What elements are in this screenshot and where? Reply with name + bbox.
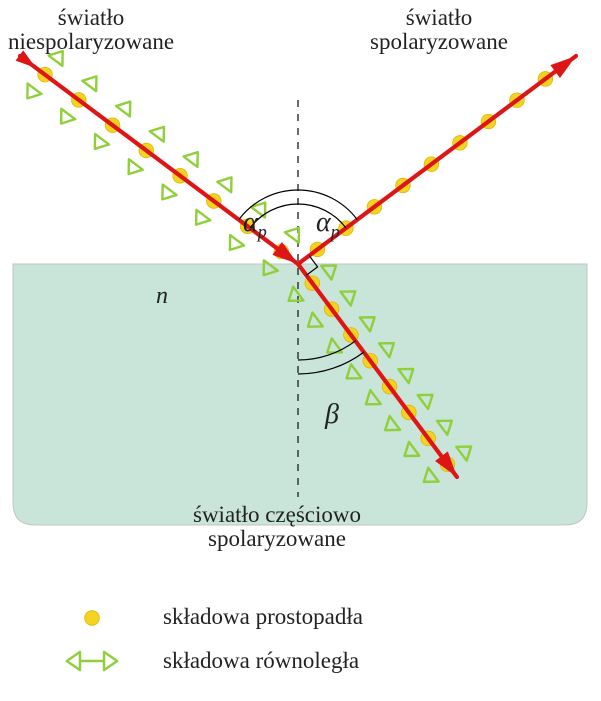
diagram-svg bbox=[0, 0, 601, 701]
diagram-stage: światło niespolaryzowane światło spolary… bbox=[0, 0, 601, 701]
label-reflected: światło spolaryzowane bbox=[370, 6, 508, 54]
legend-para-label: składowa równoległa bbox=[163, 649, 359, 673]
angle-alpha-left: αp bbox=[243, 208, 267, 241]
angle-alpha-right: αp bbox=[316, 208, 340, 241]
medium-n: n bbox=[156, 284, 168, 309]
angle-beta: β bbox=[325, 400, 339, 429]
label-refracted: światło częściowo spolaryzowane bbox=[193, 503, 361, 551]
legend-perp-label: składowa prostopadła bbox=[163, 605, 363, 629]
label-incident: światło niespolaryzowane bbox=[8, 6, 174, 54]
